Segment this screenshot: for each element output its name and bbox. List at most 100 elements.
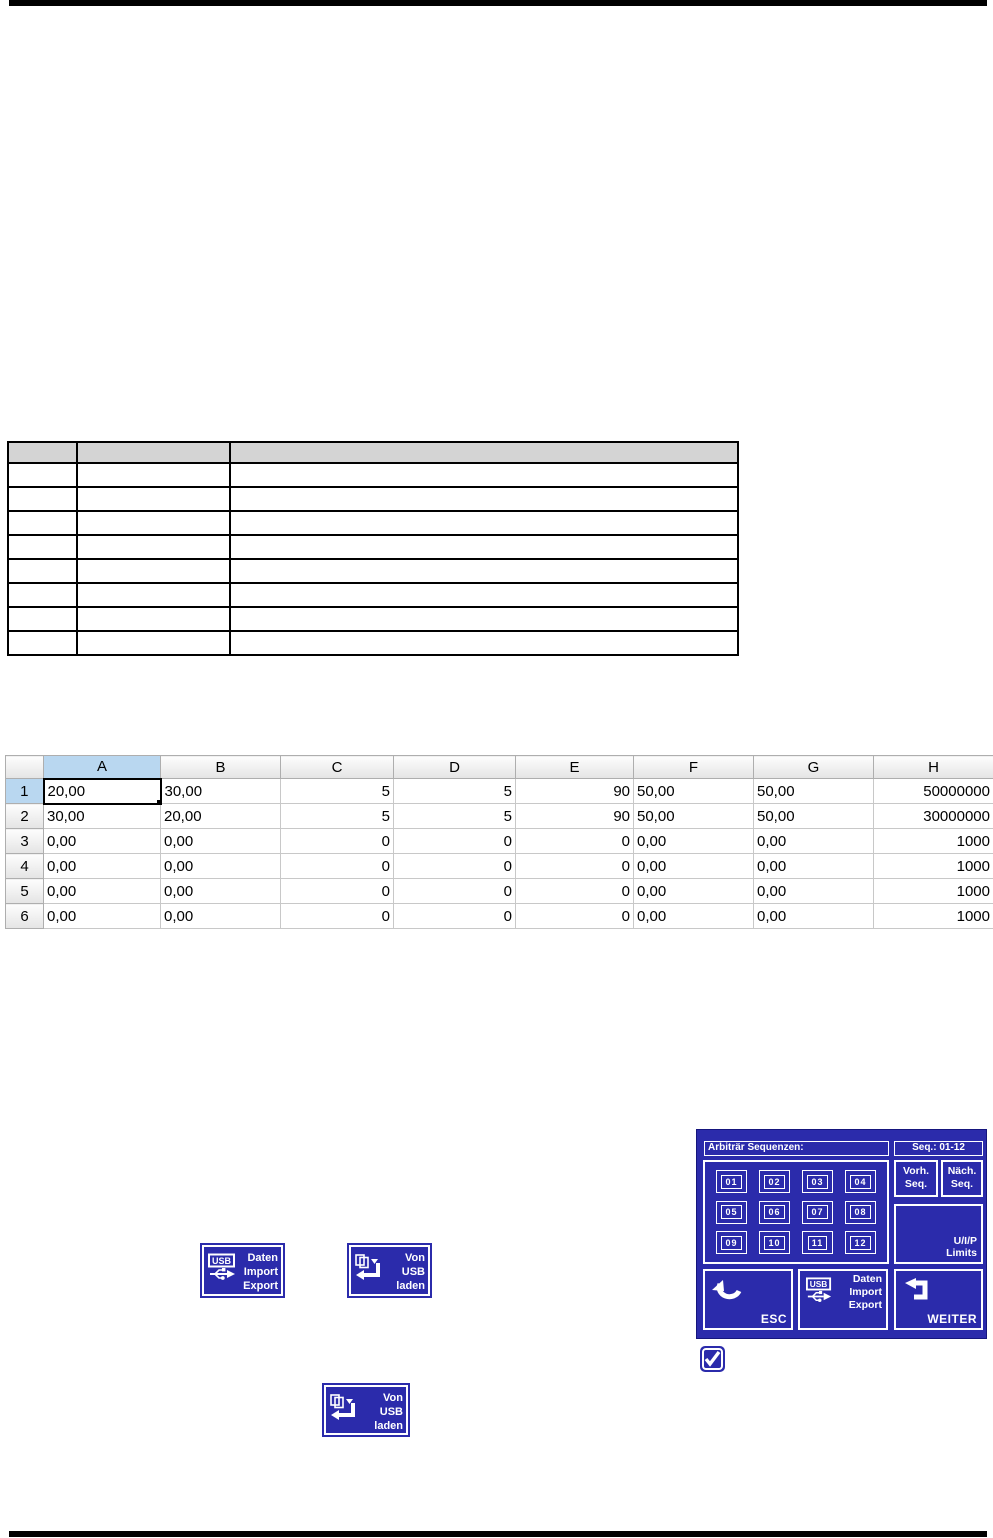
page-bottom-rule bbox=[9, 1531, 987, 1537]
column-header-G[interactable]: G bbox=[753, 755, 874, 779]
cell-A1[interactable]: 20,00 bbox=[42, 777, 162, 805]
cell-F3[interactable]: 0,00 bbox=[633, 828, 754, 854]
cell-G1[interactable]: 50,00 bbox=[753, 778, 874, 804]
seq-button-04[interactable]: 04 bbox=[845, 1170, 876, 1193]
seq-button-05[interactable]: 05 bbox=[716, 1200, 747, 1224]
seq-button-06[interactable]: 06 bbox=[759, 1200, 790, 1224]
cell-H5[interactable]: 1000 bbox=[873, 878, 993, 904]
row-header-1[interactable]: 1 bbox=[5, 778, 44, 804]
cell-C4[interactable]: 0 bbox=[280, 853, 394, 879]
doc-table-cell bbox=[229, 558, 739, 584]
column-header-A[interactable]: A bbox=[43, 755, 161, 779]
cell-G6[interactable]: 0,00 bbox=[753, 903, 874, 929]
cell-B6[interactable]: 0,00 bbox=[160, 903, 281, 929]
cell-G4[interactable]: 0,00 bbox=[753, 853, 874, 879]
seq-button-01[interactable]: 01 bbox=[716, 1170, 747, 1193]
column-header-E[interactable]: E bbox=[515, 755, 634, 779]
cell-B2[interactable]: 20,00 bbox=[160, 803, 281, 829]
cell-D6[interactable]: 0 bbox=[393, 903, 516, 929]
von-usb-laden-button-2[interactable]: Von USB laden bbox=[322, 1383, 410, 1437]
select-all-corner[interactable] bbox=[5, 755, 44, 779]
doc-table-row bbox=[7, 558, 739, 584]
column-header-C[interactable]: C bbox=[280, 755, 394, 779]
cell-E2[interactable]: 90 bbox=[515, 803, 634, 829]
cell-B1[interactable]: 30,00 bbox=[160, 778, 281, 804]
svg-text:USB: USB bbox=[212, 1256, 232, 1266]
cell-C2[interactable]: 5 bbox=[280, 803, 394, 829]
seq-button-08[interactable]: 08 bbox=[845, 1200, 876, 1224]
cell-F5[interactable]: 0,00 bbox=[633, 878, 754, 904]
cell-G5[interactable]: 0,00 bbox=[753, 878, 874, 904]
seq-button-09[interactable]: 09 bbox=[716, 1231, 747, 1254]
cell-A5[interactable]: 0,00 bbox=[43, 878, 161, 904]
daten-import-export-button[interactable]: USB Daten Import Export bbox=[200, 1243, 285, 1298]
cell-A2[interactable]: 30,00 bbox=[43, 803, 161, 829]
cell-A6[interactable]: 0,00 bbox=[43, 903, 161, 929]
cell-F6[interactable]: 0,00 bbox=[633, 903, 754, 929]
uip-limits-button[interactable]: U/I/P Limits bbox=[894, 1204, 983, 1264]
panel-daten-import-export-button[interactable]: USB Daten Import Export bbox=[798, 1269, 888, 1330]
spreadsheet-row-1: 1 20,00 30,00 5 5 90 50,00 50,00 50000000 bbox=[5, 777, 993, 805]
cell-C1[interactable]: 5 bbox=[280, 778, 394, 804]
cell-E6[interactable]: 0 bbox=[515, 903, 634, 929]
cell-A4[interactable]: 0,00 bbox=[43, 853, 161, 879]
esc-button[interactable]: ESC bbox=[703, 1269, 793, 1330]
cell-H4[interactable]: 1000 bbox=[873, 853, 993, 879]
cell-H6[interactable]: 1000 bbox=[873, 903, 993, 929]
cell-E3[interactable]: 0 bbox=[515, 828, 634, 854]
row-header-6[interactable]: 6 bbox=[5, 903, 44, 929]
cell-F1[interactable]: 50,00 bbox=[633, 778, 754, 804]
cell-B3[interactable]: 0,00 bbox=[160, 828, 281, 854]
cell-D3[interactable]: 0 bbox=[393, 828, 516, 854]
cell-C5[interactable]: 0 bbox=[280, 878, 394, 904]
cell-C3[interactable]: 0 bbox=[280, 828, 394, 854]
cell-D5[interactable]: 0 bbox=[393, 878, 516, 904]
undo-arrow-icon bbox=[710, 1277, 744, 1310]
row-header-2[interactable]: 2 bbox=[5, 803, 44, 829]
cell-C6[interactable]: 0 bbox=[280, 903, 394, 929]
row-header-5[interactable]: 5 bbox=[5, 878, 44, 904]
cell-D4[interactable]: 0 bbox=[393, 853, 516, 879]
doc-table-row bbox=[7, 462, 739, 488]
von-usb-laden-button[interactable]: Von USB laden bbox=[347, 1243, 432, 1298]
cell-F2[interactable]: 50,00 bbox=[633, 803, 754, 829]
checked-checkbox-icon[interactable] bbox=[700, 1346, 725, 1372]
cell-B4[interactable]: 0,00 bbox=[160, 853, 281, 879]
previous-sequence-button[interactable]: Vorh. Seq. bbox=[894, 1160, 938, 1197]
cell-H1[interactable]: 50000000 bbox=[873, 778, 993, 804]
column-header-H[interactable]: H bbox=[873, 755, 993, 779]
cell-B5[interactable]: 0,00 bbox=[160, 878, 281, 904]
spreadsheet-row-4: 4 0,00 0,00 0 0 0 0,00 0,00 1000 bbox=[5, 853, 993, 879]
seq-button-10[interactable]: 10 bbox=[759, 1231, 790, 1254]
seq-button-02[interactable]: 02 bbox=[759, 1170, 790, 1193]
column-header-D[interactable]: D bbox=[393, 755, 516, 779]
seq-button-label: 10 bbox=[764, 1235, 785, 1250]
cell-E4[interactable]: 0 bbox=[515, 853, 634, 879]
cell-F4[interactable]: 0,00 bbox=[633, 853, 754, 879]
seq-button-11[interactable]: 11 bbox=[802, 1231, 833, 1254]
column-header-B[interactable]: B bbox=[160, 755, 281, 779]
seq-button-12[interactable]: 12 bbox=[845, 1231, 876, 1254]
row-header-4[interactable]: 4 bbox=[5, 853, 44, 879]
cell-E5[interactable]: 0 bbox=[515, 878, 634, 904]
doc-table-cell bbox=[76, 510, 231, 536]
row-header-3[interactable]: 3 bbox=[5, 828, 44, 854]
cell-H2[interactable]: 30000000 bbox=[873, 803, 993, 829]
cell-G2[interactable]: 50,00 bbox=[753, 803, 874, 829]
cell-A3[interactable]: 0,00 bbox=[43, 828, 161, 854]
seq-button-label: 07 bbox=[807, 1205, 828, 1219]
weiter-button[interactable]: WEITER bbox=[894, 1269, 983, 1330]
cell-D2[interactable]: 5 bbox=[393, 803, 516, 829]
cell-D1[interactable]: 5 bbox=[393, 778, 516, 804]
seq-button-03[interactable]: 03 bbox=[802, 1170, 833, 1193]
seq-button-07[interactable]: 07 bbox=[802, 1200, 833, 1224]
enter-arrow-icon bbox=[901, 1277, 931, 1308]
cell-G3[interactable]: 0,00 bbox=[753, 828, 874, 854]
cell-H3[interactable]: 1000 bbox=[873, 828, 993, 854]
von-usb-laden-label: Von USB laden bbox=[396, 1252, 425, 1292]
column-header-F[interactable]: F bbox=[633, 755, 754, 779]
cell-E1[interactable]: 90 bbox=[515, 778, 634, 804]
next-sequence-button[interactable]: Näch. Seq. bbox=[941, 1160, 983, 1197]
